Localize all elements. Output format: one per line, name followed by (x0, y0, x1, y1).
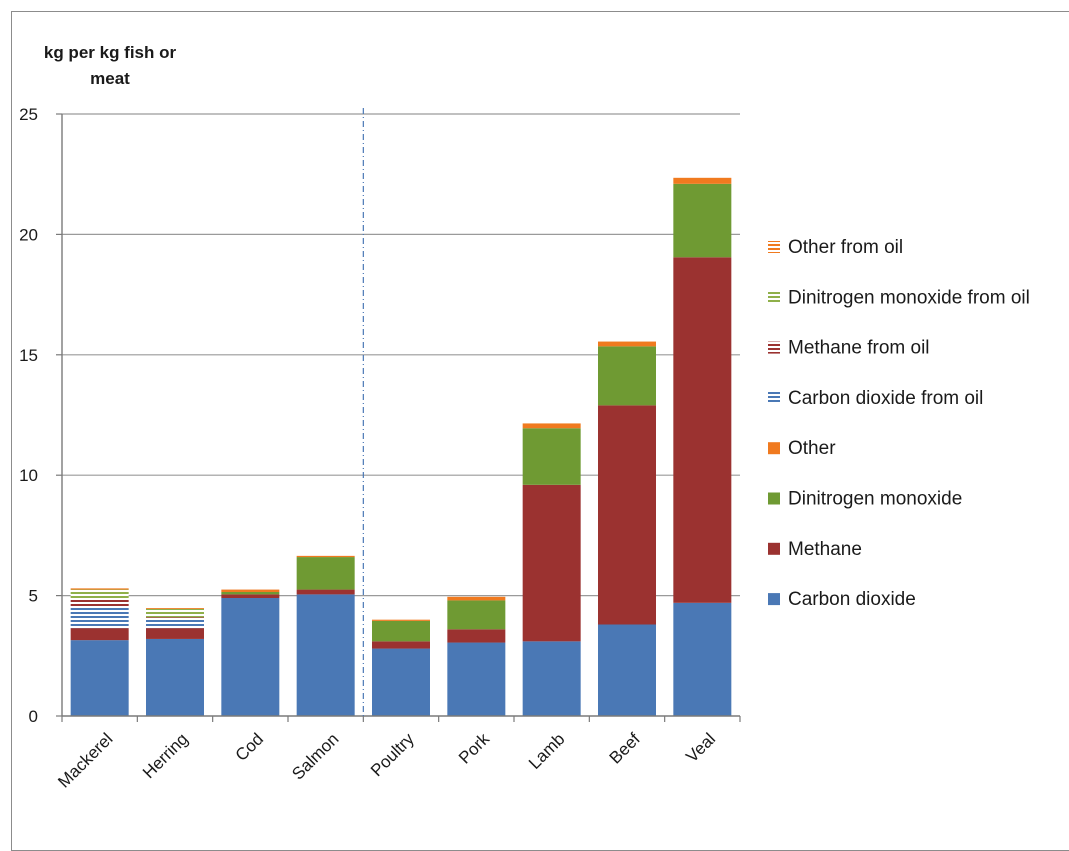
x-tick-label: Herring (139, 729, 192, 782)
y-tick-label: 5 (29, 587, 38, 606)
bar-segment (447, 642, 506, 716)
bar-segment (296, 555, 355, 558)
legend-item: Dinitrogen monoxide (768, 489, 962, 510)
legend-label: Methane (788, 539, 862, 560)
legend-item: Dinitrogen monoxide from oil (768, 287, 1030, 308)
bar-stack-veal (673, 177, 732, 716)
legend-label: Dinitrogen monoxide from oil (788, 287, 1030, 308)
legend-label: Carbon dioxide (788, 589, 916, 610)
bar-segment (598, 346, 656, 406)
bar-segment (296, 589, 355, 595)
bar-segment (522, 484, 581, 642)
bar-segment (673, 177, 732, 184)
bar-segment (372, 648, 430, 716)
y-tick-label: 20 (19, 225, 38, 244)
bar-stack-herring (146, 607, 204, 716)
legend-swatch (768, 291, 780, 304)
y-tick-label: 0 (29, 707, 38, 726)
y-tick-label: 25 (19, 105, 38, 124)
bars (70, 177, 732, 716)
bar-segment (221, 589, 280, 592)
legend-item: Other from oil (768, 237, 903, 258)
bar-segment (70, 640, 129, 716)
bar-segment (598, 405, 656, 625)
bar-segment (146, 607, 204, 609)
bar-segment (146, 628, 204, 639)
bar-segment (70, 606, 129, 629)
bar-segment (673, 602, 732, 716)
bar-segment (447, 596, 506, 601)
bar-segment (522, 428, 581, 485)
x-tick-label: Lamb (525, 729, 569, 773)
legend-swatch (768, 391, 780, 404)
legend-item: Methane (768, 539, 862, 560)
bar-stack-pork (447, 596, 506, 716)
bar-stack-mackerel (70, 588, 129, 716)
legend-item: Carbon dioxide from oil (768, 388, 983, 409)
x-tick-label: Pork (455, 729, 494, 768)
bar-segment (296, 557, 355, 590)
bar-stack-poultry (372, 619, 430, 716)
legend-swatch (768, 341, 780, 354)
legend-swatch (768, 593, 780, 606)
x-tick-label: Beef (606, 729, 644, 767)
y-axis-ticks: 0 5 10 15 20 25 (19, 105, 62, 726)
y-axis-label-line-1: kg per kg fish or (44, 43, 177, 62)
bar-segment (447, 600, 506, 630)
bar-segment (70, 628, 129, 641)
x-tick-label: Cod (232, 729, 267, 764)
bar-segment (673, 183, 732, 258)
legend-item: Carbon dioxide (768, 589, 916, 610)
legend-label: Dinitrogen monoxide (788, 489, 962, 510)
bar-segment (146, 619, 204, 629)
bar-stack-lamb (522, 423, 581, 716)
y-tick-label: 15 (19, 346, 38, 365)
y-axis-label-line-2: meat (90, 69, 130, 88)
bar-stack-salmon (296, 555, 355, 716)
legend-swatch (768, 442, 780, 455)
bar-segment (372, 641, 430, 649)
legend-label: Other (788, 438, 836, 459)
x-tick-label: Salmon (288, 729, 342, 783)
x-tick-label: Veal (682, 729, 719, 766)
legend-label: Methane from oil (788, 338, 930, 359)
bar-segment (598, 341, 656, 347)
x-tick-label: Poultry (367, 729, 418, 780)
legend-item: Methane from oil (768, 338, 930, 359)
axes (61, 108, 740, 717)
bar-segment (673, 257, 732, 603)
bar-segment (221, 591, 280, 595)
bar-segment (447, 629, 506, 643)
legend: Other from oil Dinitrogen monoxide from o… (768, 237, 1030, 610)
bar-segment (146, 608, 204, 618)
bar-segment (70, 589, 129, 600)
chart: kg per kg fish or meat 0 5 10 15 20 25 Macker… (19, 43, 1030, 792)
bar-segment (70, 588, 129, 590)
legend-swatch (768, 241, 780, 253)
bar-segment (598, 624, 656, 716)
x-axis-ticks: Mackerel Herring Cod Salmon Poultry Pork Lamb B… (54, 716, 741, 792)
bar-stack-cod (221, 589, 280, 716)
bar-segment (146, 638, 204, 716)
bar-segment (221, 598, 280, 716)
bar-segment (296, 594, 355, 716)
bar-segment (372, 620, 430, 642)
bar-segment (522, 641, 581, 716)
y-tick-label: 10 (19, 466, 38, 485)
legend-label: Carbon dioxide from oil (788, 388, 983, 409)
legend-swatch (768, 492, 780, 505)
x-tick-label: Mackerel (54, 729, 116, 791)
legend-label: Other from oil (788, 237, 903, 258)
legend-swatch (768, 542, 780, 555)
bar-segment (372, 619, 430, 621)
bar-segment (221, 594, 280, 599)
bar-segment (70, 599, 129, 607)
bar-segment (146, 617, 204, 620)
legend-item: Other (768, 438, 836, 459)
y-axis-label: kg per kg fish or meat (44, 43, 177, 88)
bar-stack-beef (598, 341, 656, 716)
bar-segment (522, 423, 581, 429)
